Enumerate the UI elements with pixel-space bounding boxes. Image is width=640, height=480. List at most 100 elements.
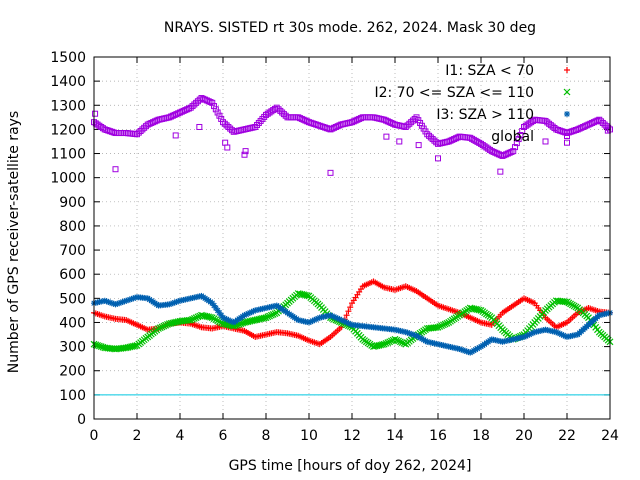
data-point-interp [271, 310, 279, 318]
data-point [510, 148, 517, 155]
marker-stroke [214, 109, 221, 116]
legend-label: global [491, 129, 534, 145]
marker-stroke [436, 323, 444, 330]
marker-stroke [289, 114, 296, 121]
data-point [262, 314, 270, 322]
x-tick-label: 10 [300, 428, 318, 444]
x-tick-label: 24 [601, 428, 619, 444]
x-tick-label: 6 [219, 428, 228, 444]
data-point-interp [382, 339, 390, 347]
x-tick-label: 4 [176, 428, 185, 444]
data-point-interp [192, 314, 200, 322]
marker-stroke [294, 290, 302, 297]
marker-stroke [296, 290, 304, 298]
data-point-interp [275, 106, 282, 113]
outlier-point [497, 168, 504, 175]
data-point [273, 104, 280, 111]
marker-stroke [209, 99, 216, 106]
data-point-interp [513, 140, 520, 147]
data-point-interp [119, 130, 126, 137]
marker-stroke [510, 148, 517, 155]
data-point-interp [267, 311, 275, 319]
data-point-interp [207, 313, 214, 321]
marker-stroke [384, 339, 392, 347]
x-tick-label: 20 [515, 428, 533, 444]
marker-stroke [431, 137, 438, 144]
marker-stroke [141, 124, 148, 131]
marker-stroke [219, 320, 227, 328]
data-point-interp [117, 130, 124, 137]
marker-stroke [395, 337, 403, 345]
data-point-interp [212, 106, 219, 113]
data-point [380, 340, 388, 348]
data-point-interp [599, 119, 606, 126]
y-tick-label: 100 [59, 388, 86, 404]
data-point-interp [408, 119, 415, 126]
data-point-interp [515, 136, 522, 143]
data-point-interp [395, 337, 403, 345]
data-point [596, 116, 603, 123]
marker-stroke [426, 132, 433, 139]
data-point-interp [194, 313, 202, 321]
data-point-interp [194, 98, 201, 105]
marker-stroke [162, 321, 170, 329]
data-point-interp [223, 122, 230, 129]
data-point-interp [409, 117, 416, 124]
marker-stroke [365, 114, 372, 121]
data-point-interp [598, 118, 605, 125]
marker-stroke [380, 340, 388, 348]
y-tick-label: 600 [59, 267, 86, 283]
data-point-interp [345, 308, 352, 315]
chart-title: NRAYS. SISTED rt 30s mode. 262, 2024. Ma… [164, 20, 536, 36]
marker-stroke [468, 304, 476, 312]
marker-stroke [201, 312, 209, 320]
data-point-interp [282, 112, 289, 119]
plot-frame [93, 56, 611, 420]
marker-stroke [207, 313, 214, 321]
marker-stroke [92, 110, 99, 117]
outlier-point [172, 132, 179, 139]
outlier-point [435, 155, 441, 162]
marker-stroke [242, 148, 249, 155]
outlier-point [564, 139, 570, 146]
marker-stroke [300, 291, 308, 299]
legend-label: I2: 70 <= SZA <= 110 [374, 85, 534, 101]
x-axis-label: GPS time [hours of doy 262, 2024] [229, 458, 472, 474]
data-point-interp [216, 112, 223, 119]
series-3 [91, 95, 613, 176]
legend-marker [564, 111, 570, 117]
marker-stroke [393, 336, 401, 344]
marker-stroke [218, 115, 225, 122]
marker-stroke [266, 312, 274, 320]
marker-stroke [387, 337, 395, 345]
data-point-interp [426, 132, 433, 139]
data-point [187, 104, 194, 111]
data-point-interp [439, 321, 447, 329]
y-tick-label: 0 [77, 412, 86, 428]
data-point-interp [343, 312, 350, 319]
marker-stroke [192, 314, 200, 322]
marker-stroke [196, 123, 203, 130]
data-point [391, 335, 399, 343]
marker-stroke [264, 313, 272, 321]
marker-stroke [207, 99, 214, 106]
marker-stroke [404, 122, 411, 129]
data-point-interp [277, 107, 284, 114]
marker-stroke [116, 130, 123, 137]
marker-stroke [275, 106, 282, 113]
data-point [209, 99, 216, 106]
y-tick-label: 1400 [50, 74, 86, 90]
series-1 [90, 290, 614, 353]
marker-stroke [227, 125, 234, 132]
marker-stroke [396, 338, 404, 346]
y-tick-label: 1200 [50, 122, 86, 138]
marker-stroke [224, 144, 231, 151]
data-point-interp [603, 123, 610, 130]
legend-label: I3: SZA > 110 [436, 107, 534, 123]
marker-stroke [441, 320, 449, 328]
data-point-interp [221, 120, 228, 127]
data-point [134, 131, 140, 138]
legend-marker [564, 133, 570, 139]
marker-stroke [564, 133, 570, 139]
outlier-point [92, 110, 99, 117]
